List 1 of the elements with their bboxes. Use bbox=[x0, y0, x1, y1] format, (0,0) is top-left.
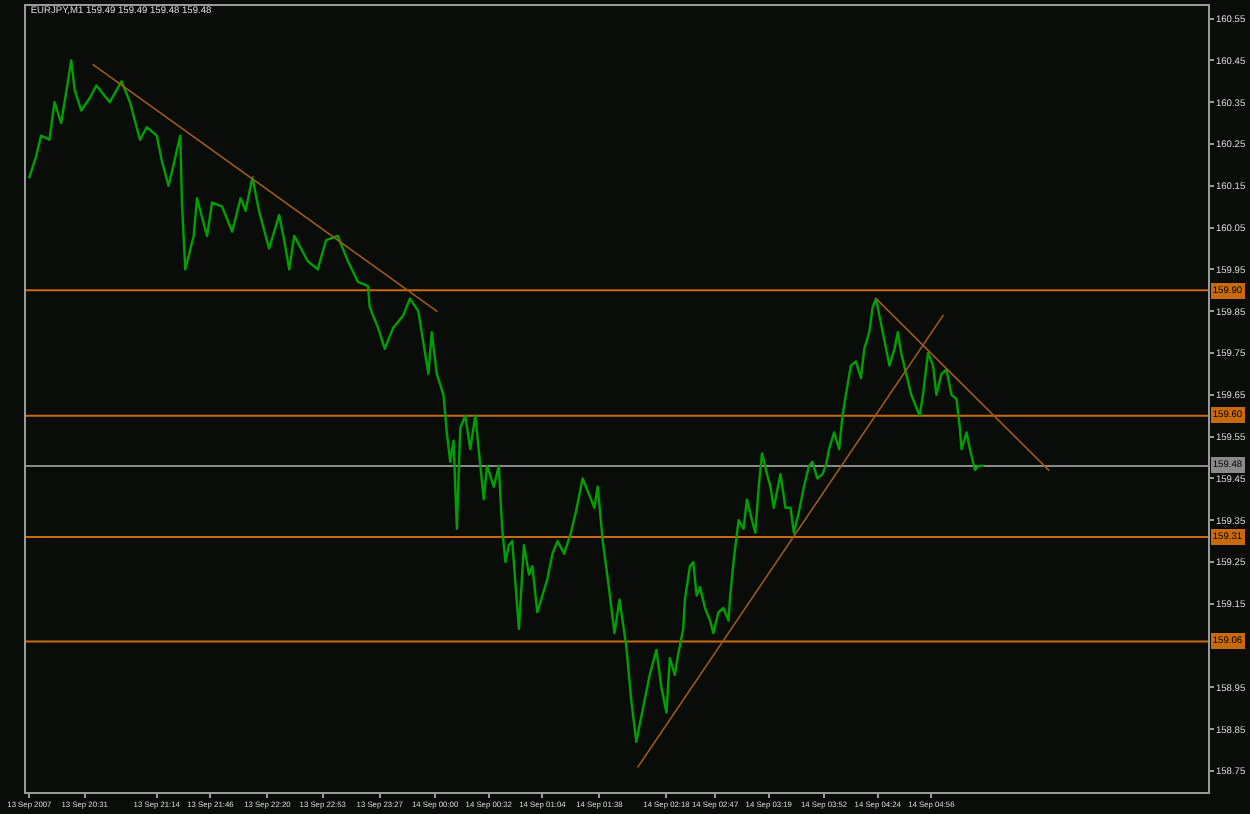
line-series bbox=[28, 59, 985, 744]
